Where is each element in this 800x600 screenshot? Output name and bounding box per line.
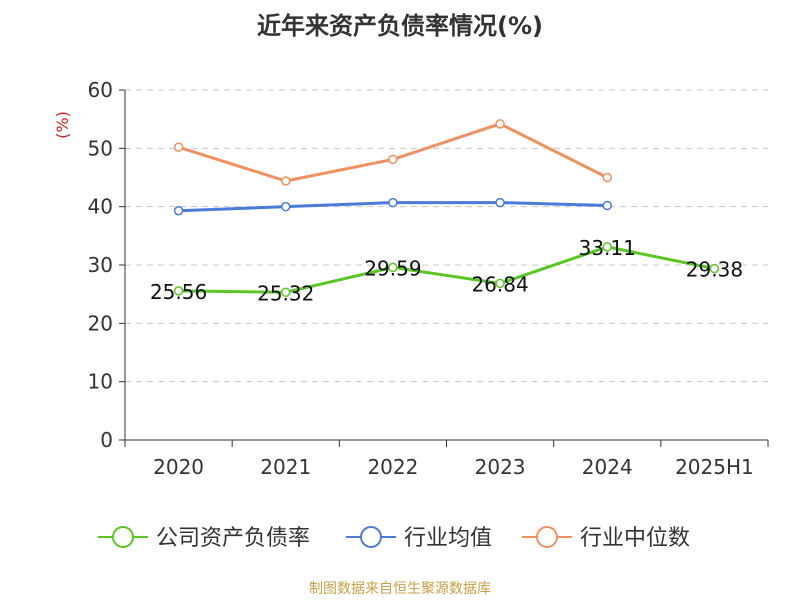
x-tick-label: 2022 [367,455,418,479]
y-tick-label: 60 [88,78,113,102]
y-tick-label: 0 [100,428,113,452]
data-point [173,142,184,152]
legend-marker [360,526,382,548]
data-point [388,262,398,273]
data-label: 25.32 [257,281,314,305]
data-point [709,263,720,274]
data-point [495,119,505,129]
data-point [602,200,612,211]
series-lines [173,119,720,298]
data-point [388,154,398,165]
data-point [281,201,291,212]
legend-marker [112,526,134,548]
x-tick-label: 2025H1 [675,455,754,479]
x-tick-label: 2023 [475,455,526,479]
series-line [177,122,609,183]
x-tick-label: 2024 [582,455,633,479]
data-point [388,197,398,208]
y-axis-label: (%) [53,111,72,139]
grid-lines [125,89,768,383]
legend-marker [536,526,558,548]
data-label: 29.38 [686,258,743,282]
data-point [602,172,612,183]
data-label: 33.11 [579,236,636,260]
legend: 公司资产负债率 行业均值 行业中位数 [98,526,690,551]
data-point [173,286,184,296]
data-point [281,176,291,186]
y-tick-label: 50 [88,136,113,160]
y-tick-label: 40 [88,195,113,219]
data-labels: 25.56 25.32 29.59 26.84 33.11 29.38 [150,236,743,305]
data-label: 26.84 [471,272,528,296]
axes: 0 10 20 30 40 50 60 (%) 2020 2021 2022 2023 2024 2025… [53,78,769,479]
data-label: 29.59 [364,256,421,280]
data-point [281,287,291,298]
data-point [495,278,505,289]
y-tick-label: 10 [88,370,113,394]
chart-title: 近年来资产负债率情况(%) [257,12,543,40]
y-tick-label: 30 [88,253,113,277]
data-point [173,206,184,216]
data-label: 25.56 [150,280,207,304]
data-point [495,197,505,208]
y-tick-label: 20 [88,311,113,335]
legend-label: 公司资产负债率 [156,526,310,551]
series-line [177,245,716,294]
x-tick-label: 2020 [153,455,204,479]
x-tick-label: 2021 [260,455,311,479]
data-source: 制图数据来自恒生聚源数据库 [309,581,491,597]
legend-label: 行业中位数 [580,526,690,551]
legend-label: 行业均值 [404,526,492,551]
data-point [602,242,612,252]
